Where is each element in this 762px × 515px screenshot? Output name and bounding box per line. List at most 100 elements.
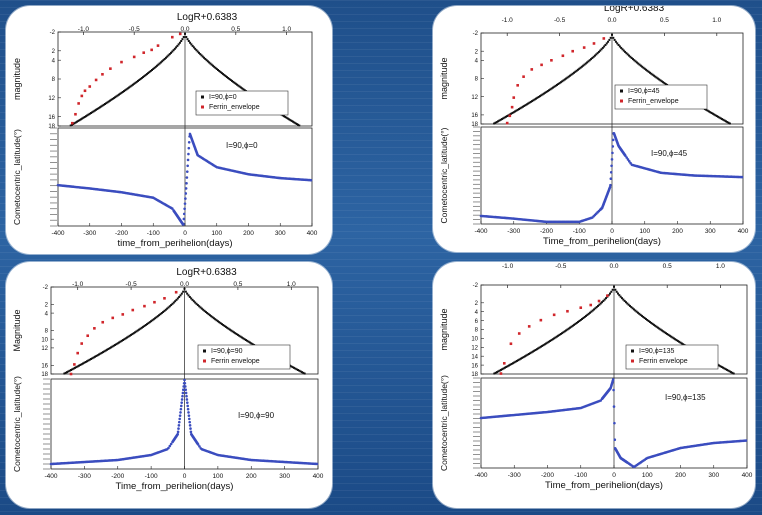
model-point: [571, 72, 574, 75]
magnitude-tick-label: 16: [48, 115, 55, 121]
model-point: [151, 319, 154, 322]
legend-marker-ferrin: [203, 359, 206, 363]
model-point: [674, 338, 677, 341]
model-point: [519, 357, 522, 360]
top-tick-label: 0.5: [660, 17, 669, 24]
model-point: [211, 64, 214, 67]
ferrin-point: [571, 49, 574, 53]
ferrin-point: [171, 35, 174, 39]
model-point: [627, 303, 630, 306]
latitude-point: [185, 398, 189, 401]
model-point: [119, 92, 122, 95]
top-tick-label: 1.0: [712, 17, 721, 24]
top-tick-label: 0.0: [180, 26, 189, 33]
model-point: [588, 59, 591, 62]
model-point: [233, 81, 236, 84]
model-point: [103, 350, 106, 353]
model-point: [86, 360, 89, 363]
model-point: [642, 315, 645, 318]
model-point: [74, 366, 77, 369]
latitude-point: [611, 151, 614, 155]
model-point: [614, 40, 617, 43]
latitude-annotation: I=90,ϕ=90: [238, 411, 275, 420]
model-point: [184, 32, 186, 35]
latitude-point: [186, 158, 190, 162]
latitude-point: [189, 430, 193, 434]
latitude-point: [186, 404, 190, 408]
model-point: [598, 303, 601, 306]
magnitude-tick-label: 2: [45, 303, 49, 309]
model-point: [206, 312, 209, 315]
latitude-point: [186, 407, 190, 411]
model-point: [291, 120, 294, 123]
ferrin-point: [93, 327, 96, 330]
model-point: [618, 45, 621, 48]
latitude-axis-label: Cometocentric_latitude(°): [439, 127, 449, 223]
top-tick-label: 0.0: [180, 281, 189, 288]
model-point: [591, 56, 594, 59]
model-point: [87, 359, 90, 362]
model-point: [624, 301, 627, 304]
ferrin-point: [592, 42, 596, 45]
model-point: [720, 365, 723, 368]
model-point: [227, 327, 230, 330]
model-point: [642, 66, 645, 69]
model-point: [593, 54, 596, 57]
latitude-point: [184, 197, 187, 200]
model-point: [647, 319, 650, 322]
model-point: [587, 312, 590, 315]
model-point: [219, 71, 222, 74]
latitude-point: [610, 164, 613, 168]
model-point: [550, 87, 553, 90]
panel-upper-right: LogR+0.6383 -1.0 -0.5 0.0 0.5 1.0 -2 2 4 8 12 16 18 m…: [433, 3, 755, 252]
model-point: [607, 294, 610, 297]
model-point: [124, 337, 127, 340]
magnitude-tick-label: -2: [473, 283, 479, 289]
model-point: [575, 321, 578, 324]
model-point: [557, 83, 560, 86]
model-point: [196, 50, 199, 53]
x-tick-label: 0: [610, 228, 614, 235]
model-point: [514, 110, 517, 113]
model-point: [624, 50, 627, 53]
model-point: [220, 72, 223, 75]
legend-label-ferrin: Ferrin envelope: [211, 358, 260, 365]
latitude-point: [184, 385, 187, 388]
model-point: [149, 70, 152, 73]
latitude-annotation: I=90,ϕ=0: [226, 141, 258, 150]
model-point: [527, 102, 530, 105]
model-point: [505, 365, 508, 368]
ferrin-point: [76, 351, 79, 355]
x-tick-label: 400: [307, 230, 318, 237]
ferrin-point: [602, 37, 606, 40]
ferrin-point: [540, 63, 543, 67]
model-point: [97, 107, 100, 110]
latitude-point: [184, 192, 188, 195]
model-point: [172, 49, 175, 52]
model-point: [503, 116, 506, 119]
model-point: [550, 339, 553, 342]
model-point: [161, 60, 164, 63]
latitude-point: [186, 401, 189, 404]
model-point: [645, 68, 648, 71]
model-point: [204, 57, 207, 60]
model-point: [247, 340, 250, 343]
model-point: [298, 124, 301, 127]
model-point: [166, 307, 169, 310]
model-point: [199, 306, 202, 309]
top-tick-label: 0.0: [609, 263, 618, 270]
latitude-point: [185, 394, 188, 398]
model-point: [117, 93, 120, 96]
model-point: [499, 118, 502, 121]
latitude-point: [740, 175, 744, 179]
model-point: [641, 65, 644, 68]
model-point: [548, 89, 551, 92]
model-point: [239, 86, 242, 89]
model-point: [290, 365, 293, 368]
model-point: [195, 49, 198, 52]
model-point: [110, 98, 113, 101]
latitude-point: [184, 388, 188, 392]
model-point: [244, 339, 247, 342]
model-point: [134, 331, 137, 334]
model-point: [555, 83, 558, 86]
